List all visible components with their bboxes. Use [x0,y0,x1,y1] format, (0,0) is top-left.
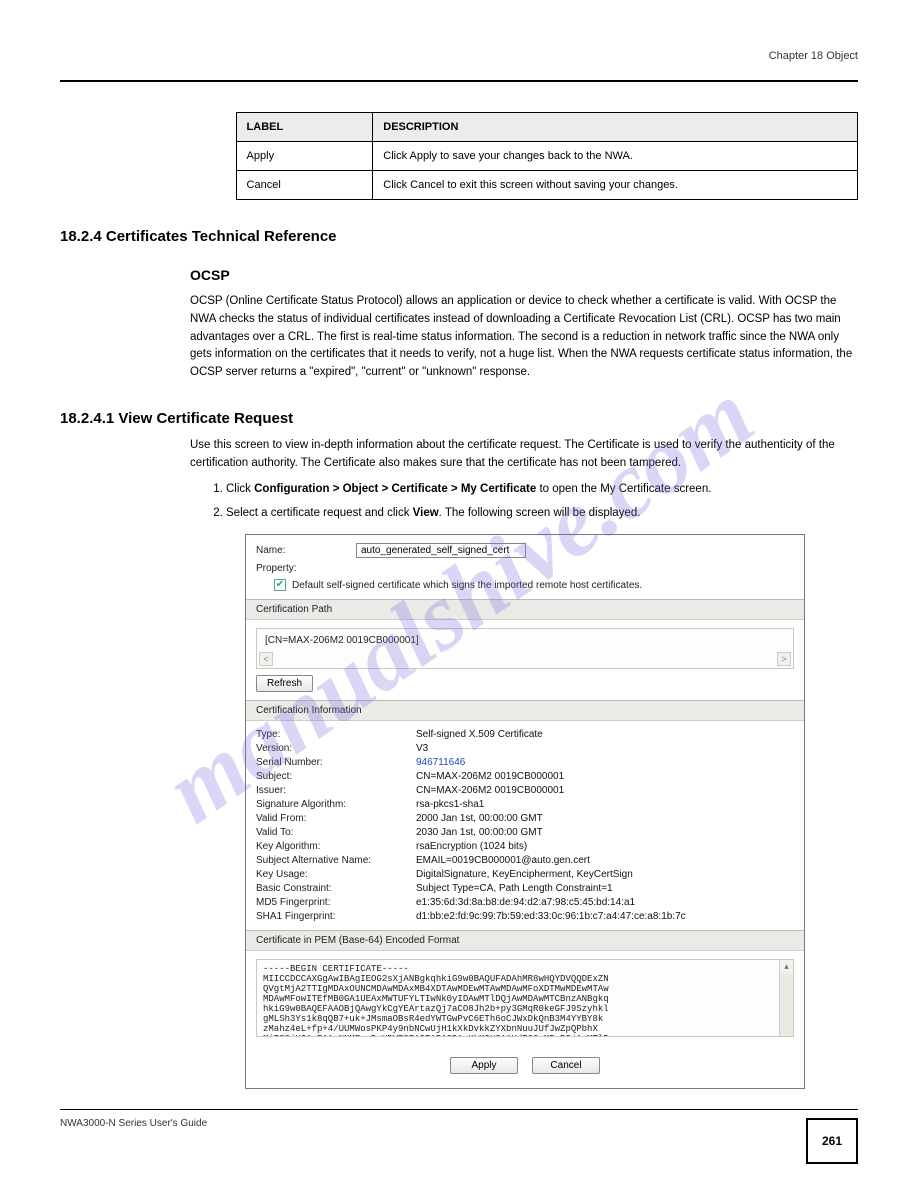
info-value: DigitalSignature, KeyEncipherment, KeyCe… [416,869,794,880]
subheading-ocsp: OCSP [190,267,858,283]
info-value: 2030 Jan 1st, 00:00:00 GMT [416,827,794,838]
step-item: Click Configuration > Object > Certifica… [226,481,858,499]
info-value: CN=MAX-206M2 0019CB000001 [416,785,794,796]
cert-info-heading: Certification Information [246,700,804,721]
pem-text: -----BEGIN CERTIFICATE----- MIICCDCCAXGg… [263,964,609,1037]
name-label: Name: [256,545,356,556]
info-value: 2000 Jan 1st, 00:00:00 GMT [416,813,794,824]
cert-name-input[interactable] [356,543,526,558]
info-label: Version: [256,743,416,754]
info-value: Self-signed X.509 Certificate [416,729,794,740]
info-value: rsa-pkcs1-sha1 [416,799,794,810]
info-label: Basic Constraint: [256,883,416,894]
info-label: Serial Number: [256,757,416,768]
refresh-button[interactable]: Refresh [256,675,313,692]
info-label: Key Algorithm: [256,841,416,852]
steps-list: Click Configuration > Object > Certifica… [210,481,858,523]
info-value: CN=MAX-206M2 0019CB000001 [416,771,794,782]
info-value: rsaEncryption (1024 bits) [416,841,794,852]
step-item: Select a certificate request and click V… [226,505,858,523]
info-label: Valid From: [256,813,416,824]
info-label: Issuer: [256,785,416,796]
info-label: Key Usage: [256,869,416,880]
scroll-left-icon[interactable]: < [259,652,273,666]
view-cert-paragraph: Use this screen to view in-depth informa… [190,437,858,473]
cert-path-box: [CN=MAX-206M2 0019CB000001] < > [256,628,794,669]
info-label: Subject Alternative Name: [256,855,416,866]
info-label: Valid To: [256,827,416,838]
label-description-table: LABEL DESCRIPTION Apply Click Apply to s… [236,112,858,200]
cell-label: Apply [236,142,373,171]
info-label: Signature Algorithm: [256,799,416,810]
info-label: Subject: [256,771,416,782]
info-value: 946711646 [416,757,794,768]
table-head-description: DESCRIPTION [373,113,858,142]
cancel-button[interactable]: Cancel [532,1057,600,1074]
ocsp-paragraph: OCSP (Online Certificate Status Protocol… [190,293,858,382]
property-label: Property: [256,563,356,574]
info-label: Type: [256,729,416,740]
cert-path-heading: Certification Path [246,599,804,620]
cell-desc: Click Cancel to exit this screen without… [373,171,858,200]
cell-desc: Click Apply to save your changes back to… [373,142,858,171]
cert-path-value: [CN=MAX-206M2 0019CB000001] [265,635,419,646]
cert-info-grid: Type:Self-signed X.509 CertificateVersio… [256,729,794,922]
pem-scrollbar[interactable]: ▴ [779,960,793,1036]
info-value: e1:35:6d:3d:8a:b8:de:94:d2:a7:98:c5:45:b… [416,897,794,908]
table-head-label: LABEL [236,113,373,142]
header-rule [60,80,858,82]
section-heading-tech-ref: 18.2.4 Certificates Technical Reference [60,228,858,245]
pem-encoded-box[interactable]: -----BEGIN CERTIFICATE----- MIICCDCCAXGg… [256,959,794,1037]
scroll-up-icon[interactable]: ▴ [780,960,793,974]
default-cert-text: Default self-signed certificate which si… [292,580,642,591]
info-value: EMAIL=0019CB000001@auto.gen.cert [416,855,794,866]
cell-label: Cancel [236,171,373,200]
certificate-details-screenshot: Name: Property: ✔ Default self-signed ce… [245,534,805,1089]
info-value: V3 [416,743,794,754]
info-label: SHA1 Fingerprint: [256,911,416,922]
footer-guide-title: NWA3000-N Series User's Guide [60,1118,207,1129]
table-row: Cancel Click Cancel to exit this screen … [236,171,857,200]
chapter-header: Chapter 18 Object [60,50,858,62]
info-label: MD5 Fingerprint: [256,897,416,908]
info-value: Subject Type=CA, Path Length Constraint=… [416,883,794,894]
pem-heading: Certificate in PEM (Base-64) Encoded For… [246,930,804,951]
default-cert-checkbox[interactable]: ✔ [274,579,286,591]
info-value: d1:bb:e2:fd:9c:99:7b:59:ed:33:0c:96:1b:c… [416,911,794,922]
page-number-box: 261 [806,1118,858,1164]
section-heading-view-cert: 18.2.4.1 View Certificate Request [60,410,858,427]
table-row: Apply Click Apply to save your changes b… [236,142,857,171]
apply-button[interactable]: Apply [450,1057,518,1074]
scroll-right-icon[interactable]: > [777,652,791,666]
